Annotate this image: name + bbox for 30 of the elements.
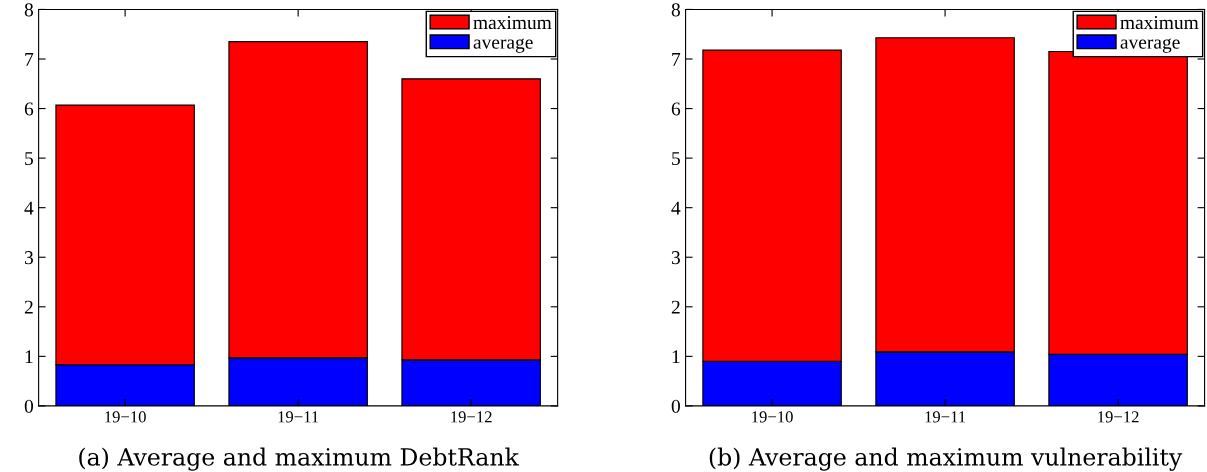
y-tick-label: 1 (672, 350, 680, 364)
y-tick-label: 4 (24, 201, 34, 215)
y-tick-label: 5 (672, 152, 680, 166)
y-tick-label: 6 (24, 102, 34, 116)
y-tick-label: 0 (24, 399, 34, 413)
legend-label: maximum (473, 16, 552, 30)
y-tick-label: 3 (671, 251, 680, 265)
y-tick-label: 0 (671, 399, 680, 413)
y-tick-label: 2 (671, 300, 680, 314)
y-tick-label: 2 (24, 300, 33, 314)
legend-label: maximum (1120, 16, 1199, 30)
x-tick-label: 19−11 (278, 411, 319, 423)
y-tick-label: 7 (672, 53, 681, 66)
y-tick-label: 7 (25, 53, 34, 66)
y-tick-label: 8 (671, 3, 680, 17)
x-tick-label: 19−10 (752, 411, 793, 423)
y-tick-label: 4 (671, 201, 681, 215)
x-tick-label: 19−12 (451, 411, 492, 423)
x-tick-label: 19−11 (925, 411, 966, 423)
legend-label: average (1120, 38, 1180, 53)
y-tick-label: 6 (671, 102, 681, 116)
text: (a) Average and maximum DebtRank (79, 447, 520, 471)
y-tick-label: 5 (25, 152, 33, 166)
y-tick-label: 3 (24, 251, 33, 265)
x-tick-label: 19−12 (1098, 411, 1139, 423)
x-tick-label: 19−10 (105, 411, 146, 423)
legend-label: average (473, 38, 533, 53)
y-tick-label: 8 (24, 3, 34, 17)
text: (b) Average and maximum vulnerability (709, 447, 1183, 471)
y-tick-label: 1 (25, 350, 33, 364)
